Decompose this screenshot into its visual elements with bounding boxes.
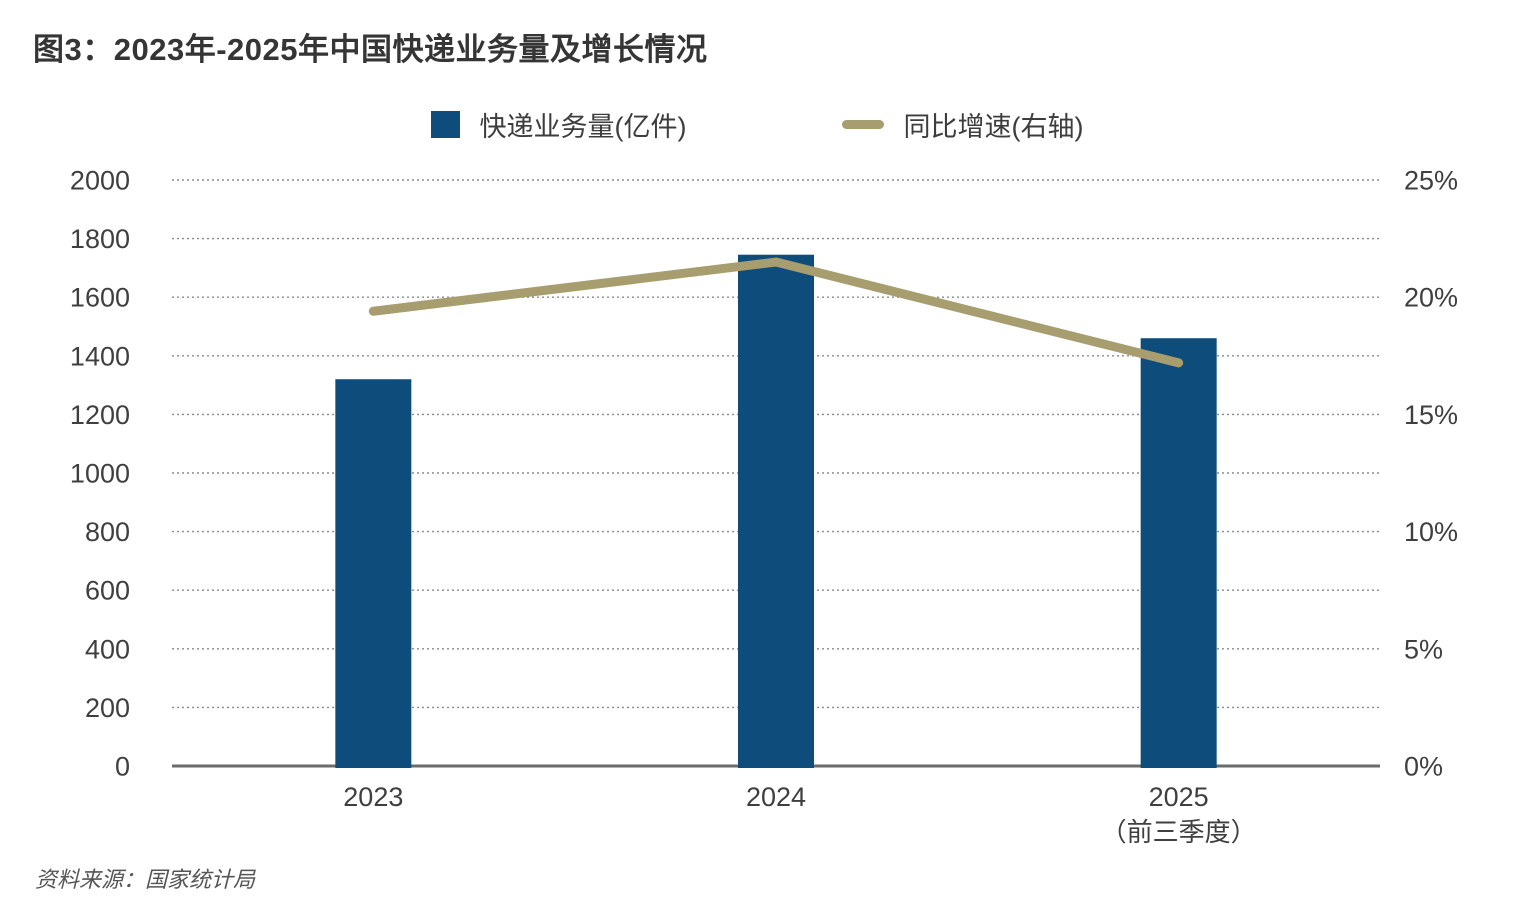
legend-label-growth: 同比增速(右轴) xyxy=(903,111,1084,142)
legend-item-volume: 快递业务量(亿件) xyxy=(430,105,687,144)
source-note: 资料来源：国家统计局 xyxy=(35,867,256,892)
right-axis-tick-label: 0% xyxy=(1404,752,1443,782)
right-axis-tick-label: 5% xyxy=(1404,634,1443,664)
left-axis-tick-label: 200 xyxy=(85,693,130,723)
left-axis-tick-label: 600 xyxy=(85,576,130,606)
bar-series xyxy=(335,254,1217,769)
right-axis-labels: 0% 5% 10% 15% 20% 25% xyxy=(1404,166,1458,782)
x-axis-labels: 2023 2024 2025 （前三季度） xyxy=(343,782,1256,847)
bar-2023 xyxy=(335,379,412,768)
right-axis-tick-label: 10% xyxy=(1404,517,1458,547)
line-swatch-icon xyxy=(841,119,884,129)
growth-line xyxy=(368,257,1184,368)
left-axis-tick-label: 800 xyxy=(85,517,130,547)
legend-item-growth: 同比增速(右轴) xyxy=(841,105,1084,144)
left-axis-tick-label: 1800 xyxy=(70,224,130,254)
bar-swatch-icon xyxy=(430,110,460,138)
right-axis-tick-label: 20% xyxy=(1404,283,1458,313)
left-axis-tick-label: 400 xyxy=(85,634,130,664)
left-axis-labels: 0 200 400 600 800 1000 1200 1400 1600 1800 2000 xyxy=(70,166,130,782)
x-axis-sublabel-2025: （前三季度） xyxy=(1101,817,1257,847)
bar-2024 xyxy=(738,254,814,769)
legend-label-volume: 快递业务量(亿件) xyxy=(479,111,687,142)
right-axis-tick-label: 15% xyxy=(1404,400,1458,430)
right-axis-tick-label: 25% xyxy=(1404,166,1458,196)
bar-2025 xyxy=(1140,338,1217,768)
left-axis-tick-label: 1000 xyxy=(70,459,130,489)
legend: 快递业务量(亿件) 同比增速(右轴) xyxy=(0,102,1514,146)
x-axis-label-2024: 2024 xyxy=(746,782,806,812)
chart-title: 图3：2023年-2025年中国快递业务量及增长情况 xyxy=(33,32,708,67)
left-axis-tick-label: 1400 xyxy=(70,341,130,371)
left-axis-tick-label: 2000 xyxy=(70,166,130,196)
left-axis-tick-label: 0 xyxy=(115,752,130,782)
x-axis-label-2025: 2025 xyxy=(1149,782,1209,812)
left-axis-tick-label: 1200 xyxy=(70,400,130,430)
left-axis-tick-label: 1600 xyxy=(70,283,130,313)
x-axis-label-2023: 2023 xyxy=(343,782,403,812)
